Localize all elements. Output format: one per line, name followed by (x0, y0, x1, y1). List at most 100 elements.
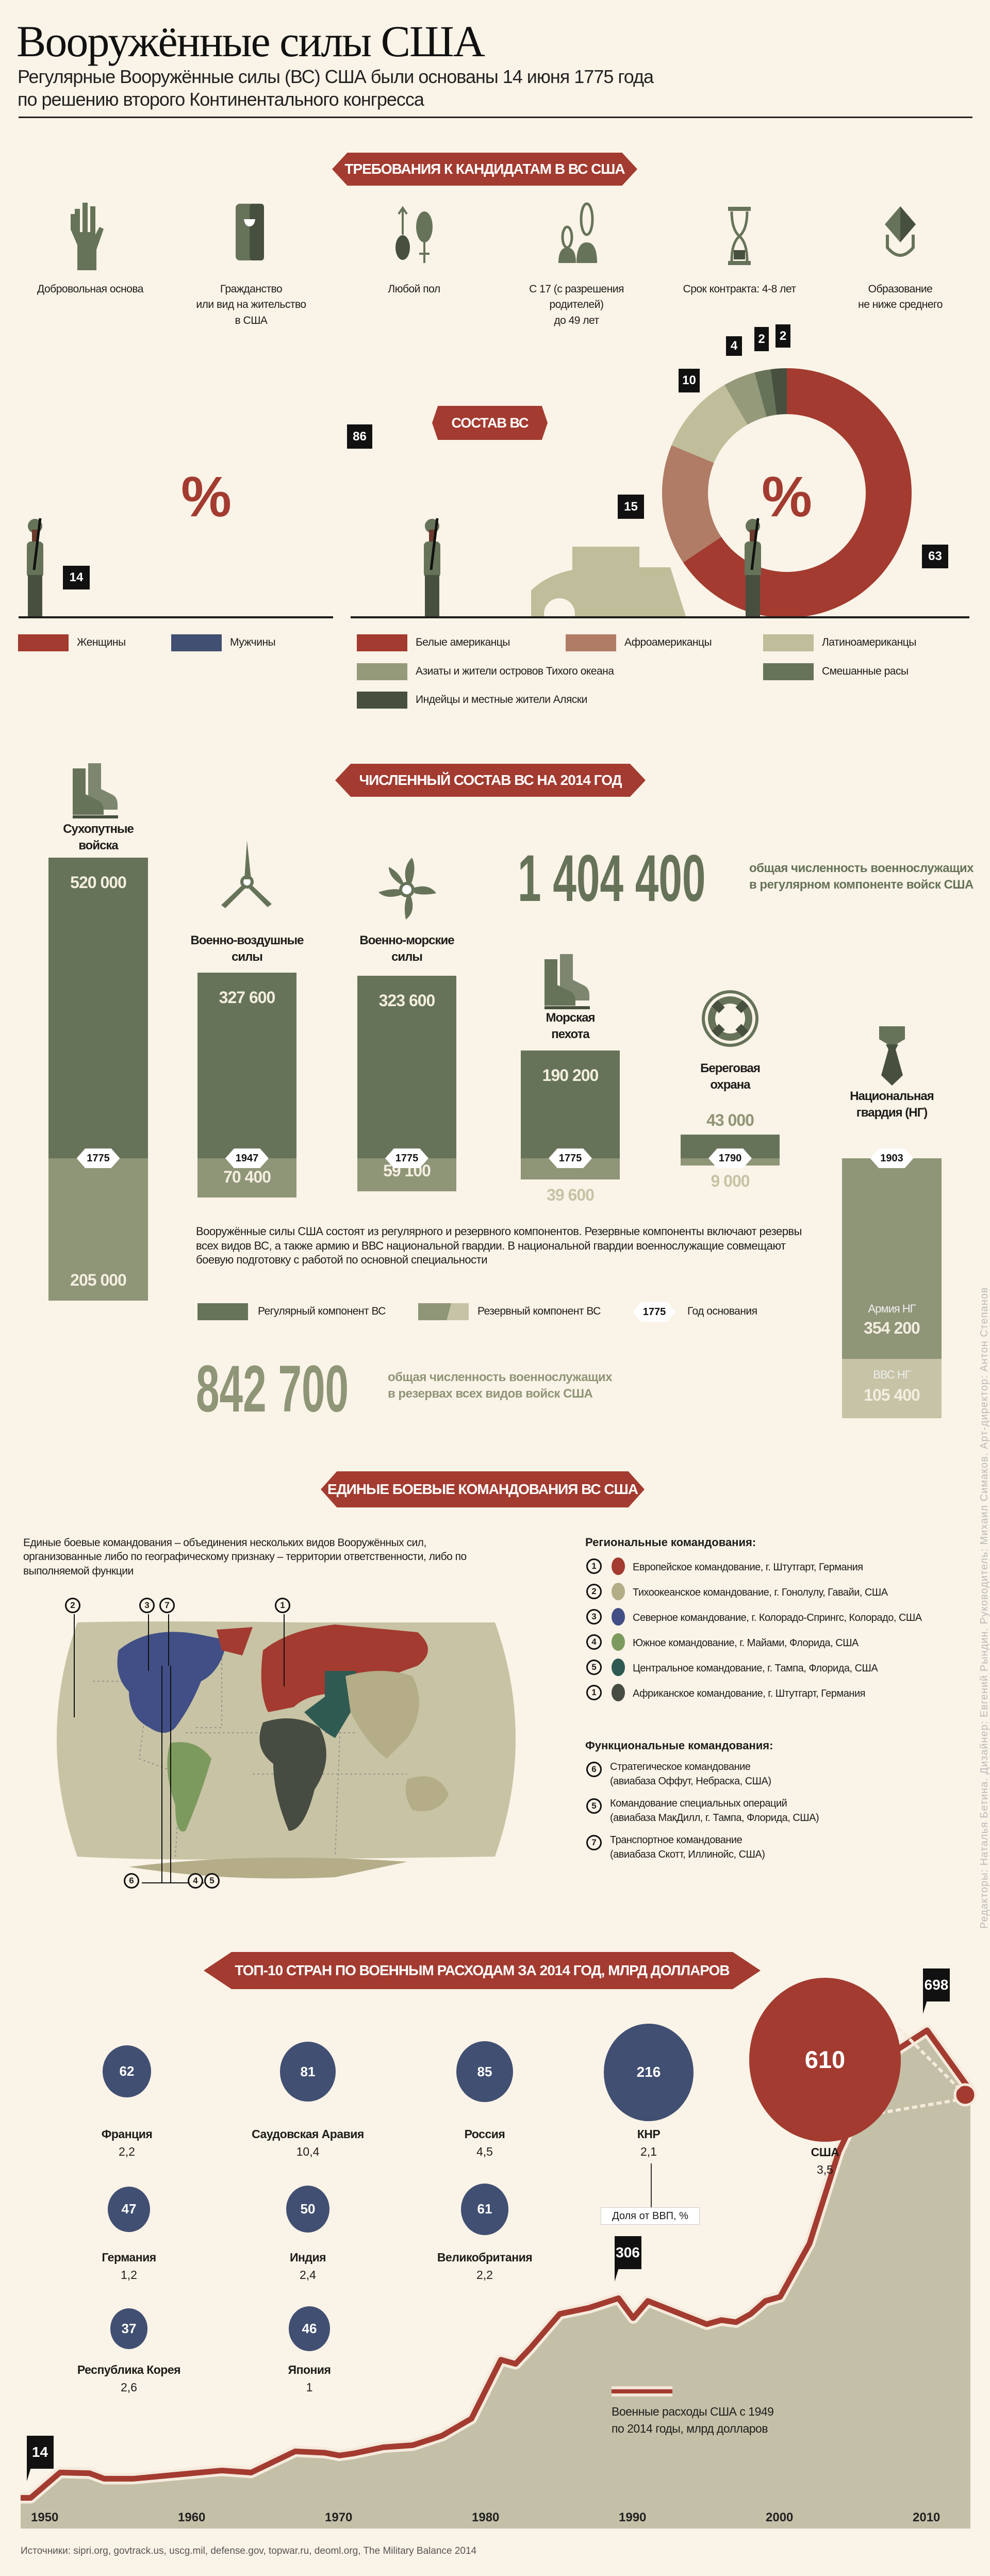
composition-donut-charts (27, 368, 912, 629)
value-flag-pointer (923, 2000, 927, 2014)
bar-title: Сухопутные войска (63, 822, 134, 853)
country-name: КНР (637, 2127, 661, 2141)
command-label: Центральное командование, г. Тампа, Флор… (633, 1663, 878, 1674)
country-gdp-share: 2,6 (121, 2381, 137, 2394)
raised-hand-icon (71, 203, 104, 270)
us-spending-area-chart (21, 2020, 977, 2529)
african-command-region (259, 1718, 326, 1831)
country-name: Великобритания (437, 2251, 533, 2264)
command-color-dot (612, 1608, 625, 1626)
usa-2014-marker (953, 2083, 977, 2107)
requirement-label: С 17 (с разрешения родителей) до 49 лет (529, 283, 624, 326)
page-title: Вооружённые силы США (16, 17, 485, 66)
lifebuoy-icon (702, 990, 758, 1047)
bar (521, 1051, 620, 1179)
subtitle-line-1: Регулярные Вооружённые силы (ВС) США был… (18, 66, 654, 87)
usa-connector (871, 2020, 961, 2116)
command-number: 5 (586, 1798, 602, 1814)
ng-army-value: 354 200 (864, 1319, 920, 1337)
country-gdp-share: 1,2 (121, 2268, 137, 2282)
legend-year-marker: 1775 (633, 1302, 676, 1322)
regular-total-number: 1 404 400 (518, 842, 706, 915)
regular-total-caption: общая численность военнослужащих в регул… (749, 861, 974, 892)
command-label: Южное командование, г. Майами, Флорида, … (633, 1637, 859, 1649)
country-bubble: 46 (288, 2306, 331, 2352)
ng-air-segment (842, 1359, 942, 1418)
bar (357, 976, 456, 1191)
credits: Редакторы: Наталья Бетина. Дизайнер: Евг… (979, 1287, 990, 1929)
composition-banner: СОСТАВ ВС (432, 406, 548, 440)
bar-title: Береговая охрана (700, 1061, 761, 1092)
x-axis-tick-label: 1990 (619, 2511, 647, 2524)
legend-label: Индейцы и местные жители Аляски (416, 694, 587, 705)
gdp-note-label: Доля от ВВП, % (601, 2207, 700, 2225)
country-bubble: 61 (460, 2183, 509, 2236)
map-callout-1: 1 (275, 1598, 290, 1613)
sources: Источники: sipri.org, govtrack.us, uscg.… (21, 2546, 477, 2556)
founding-year-marker: 1775 (385, 1148, 428, 1168)
callout-line (161, 1666, 162, 1882)
country-bubble: 85 (456, 2041, 513, 2103)
regular-value: 190 200 (542, 1066, 599, 1085)
country-name: Германия (102, 2251, 156, 2264)
country-name: Индия (289, 2251, 326, 2264)
donut-segment (126, 553, 156, 589)
x-axis-tick-label: 1950 (31, 2511, 59, 2524)
boots-icon (72, 763, 118, 818)
country-name: Саудовская Аравия (252, 2127, 364, 2141)
country-name: Япония (288, 2363, 331, 2376)
command-label: Командование специальных операций (авиаб… (610, 1798, 819, 1824)
legend-swatch (566, 634, 616, 651)
bar (197, 973, 296, 1197)
requirement-item: Добровольная основа (15, 199, 165, 297)
pacific-command-asia (345, 1671, 419, 1759)
command-number: 1 (586, 1685, 602, 1700)
command-color-dot (612, 1633, 625, 1651)
value-flag-pointer (614, 2268, 619, 2282)
world-map (57, 1621, 516, 1879)
country-bubble: 62 (103, 2045, 151, 2098)
line-legend-swatch (612, 2386, 672, 2397)
country-bubble: 37 (110, 2308, 148, 2349)
legend-label: Афроамериканцы (624, 636, 712, 648)
european-command-region (261, 1625, 428, 1712)
regional-commands-title: Региональные командования: (585, 1536, 756, 1549)
command-label: Транспортное командование (авиабаза Скот… (610, 1834, 765, 1860)
command-color-dot (612, 1583, 625, 1600)
x-axis-tick-label: 2010 (913, 2511, 940, 2524)
value-tag: 10 (679, 369, 700, 392)
value-tag: 2 (776, 324, 790, 348)
ng-army-label: Армия НГ (868, 1302, 916, 1315)
country-bubble: 610 (749, 1978, 901, 2142)
spending-banner: ТОП-10 СТРАН ПО ВОЕННЫМ РАСХОДАМ ЗА 2014… (204, 1952, 761, 1989)
bar-regular-segment (521, 1051, 620, 1158)
requirement-label: Любой пол (388, 283, 440, 295)
value-tag: 4 (726, 336, 742, 356)
requirement-label: Гражданство или вид на жительство в США (196, 283, 306, 326)
founding-year-marker: 1947 (225, 1148, 269, 1168)
legend-label-reserve: Резервный компонент ВС (477, 1305, 601, 1317)
map-callout-6: 6 (124, 1873, 139, 1889)
bar (48, 858, 148, 1301)
graduation-cap-icon (885, 206, 916, 257)
north-command-region (117, 1632, 227, 1733)
command-number: 3 (586, 1609, 602, 1625)
founding-year-marker: 1903 (870, 1148, 914, 1168)
requirement-item: Любой пол (339, 199, 489, 297)
x-axis-tick-label: 1970 (325, 2511, 353, 2524)
ship-screw-icon (378, 858, 436, 920)
donut-segment (754, 369, 777, 417)
command-number: 1 (586, 1558, 602, 1574)
country-gdp-share: 2,2 (119, 2145, 135, 2158)
legend-swatch (763, 663, 814, 680)
command-color-dot (612, 1659, 625, 1676)
greenland-region (217, 1627, 253, 1655)
requirement-item: Срок контракта: 4-8 лет (665, 199, 814, 297)
callout-line (284, 1614, 285, 1686)
tie-icon (879, 1026, 905, 1086)
callout-line (142, 1882, 204, 1883)
regular-value: 43 000 (706, 1111, 754, 1129)
value-tag: 2 (754, 327, 769, 351)
legend-label: Латиноамериканцы (822, 636, 916, 648)
ng-air-value: 105 400 (864, 1386, 920, 1404)
